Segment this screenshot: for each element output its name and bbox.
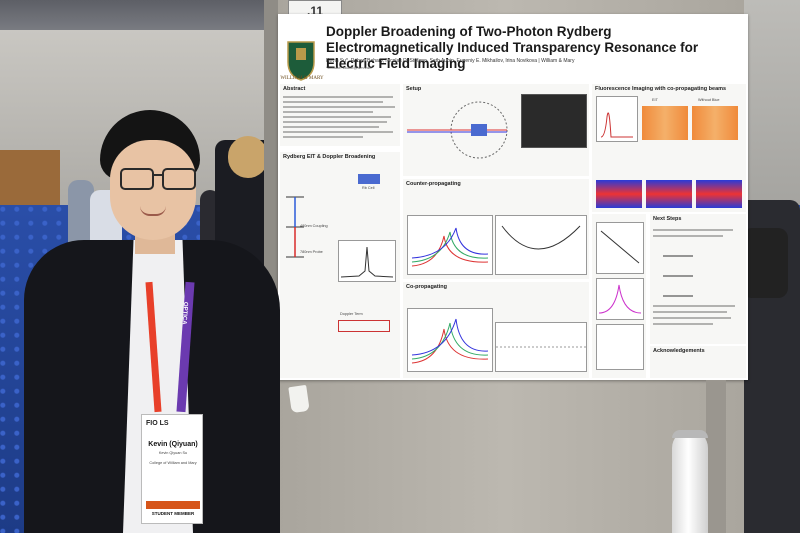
section-title: Co-propagating [406,284,447,290]
doppler-term-label: Doppler Term [340,312,363,316]
without-blue-label: Without Blue [698,98,720,102]
glasses-icon [162,168,196,190]
poster-title: Doppler Broadening of Two-Photon Rydberg… [326,24,699,71]
rydberg-section: Rydberg EIT & Doppler Broadening Rb Cell… [280,152,400,378]
heatmap-row [596,180,642,208]
badge-name: Kevin (Qiyuan) [148,441,198,448]
section-title: Setup [406,86,422,92]
badge-fullname: Kevin Qiyuan Su [158,451,188,455]
section-title: Counter-propagating [406,181,461,187]
poster-authors: Kevin Su*, Robert Behary, Nicolas DeStef… [326,58,575,64]
setup-diagram [407,101,508,159]
eit-label: EIT [652,98,658,102]
poster-email: *contact: ksu02@wm.edu [326,65,372,70]
heatmap-row [696,180,742,208]
counter-propagating-section: Counter-propagating [403,179,589,279]
transmission-plot [338,240,396,282]
counter-3d-plot [407,215,493,275]
section-title: Acknowledgements [653,348,705,354]
badge-strip [146,501,200,509]
backpack [742,228,788,298]
name-badge: FIO LS Kevin (Qiyuan) Kevin Qiyuan Su Co… [141,414,203,524]
research-poster: WILLIAM & MARY Doppler Broadening of Two… [278,14,748,380]
acknowledgements-section: Acknowledgements [650,346,746,378]
section-title: Abstract [283,86,306,92]
counter-width-plot [495,215,587,275]
wood-panel [0,150,60,210]
probe-label: 780nm Probe [300,250,323,254]
section-title: Rydberg EIT & Doppler Broadening [283,154,376,160]
spectrum-section [592,214,646,378]
fluorescence-profile-plot [596,96,638,142]
partition-pole [706,380,726,533]
without-blue-heatmap [692,106,738,140]
spectrum-plot [596,222,644,274]
background-person-head [228,136,268,178]
paper-cup [288,384,310,414]
setup-section: Setup [403,84,589,176]
section-title: Fluorescence Imaging with co-propagating… [595,86,727,92]
badge-org: FIO LS [146,420,169,427]
spectrum-peak-plot [596,278,644,320]
rb-cell-icon [358,174,380,184]
poster-tube-cap [672,430,708,438]
setup-photo [521,94,587,148]
section-title: Next Steps [653,216,682,222]
lanyard-text: OPTICA [180,301,189,325]
badge-role: STUDENT MEMBER [151,511,195,516]
next-steps-section: Next Steps [650,214,746,344]
university-crest-icon [287,41,315,81]
co-3d-plot [407,308,493,372]
co-propagating-section: Co-propagating [403,282,589,378]
spectrum-flat-plot [596,324,644,370]
person-smile [140,206,166,216]
energy-level-diagram [286,196,304,258]
heatmap-row [646,180,692,208]
person-face [110,140,196,240]
abstract-text-lines [283,96,395,138]
co-width-plot [495,322,587,372]
fluorescence-section: Fluorescence Imaging with co-propagating… [592,84,746,212]
glasses-icon [120,168,154,190]
coupling-label: 480nm Coupling [300,224,328,228]
doppler-equation-box [338,320,390,332]
glasses-bridge [152,174,162,176]
next-steps-text-lines [653,229,735,325]
badge-school: College of William and Mary [149,461,197,465]
abstract-section: Abstract [280,84,400,146]
institution-logo-text: WILLIAM & MARY [280,76,324,81]
rb-cell-label: Rb Cell [362,186,375,190]
eit-heatmap [642,106,688,140]
poster-tube [672,430,708,533]
